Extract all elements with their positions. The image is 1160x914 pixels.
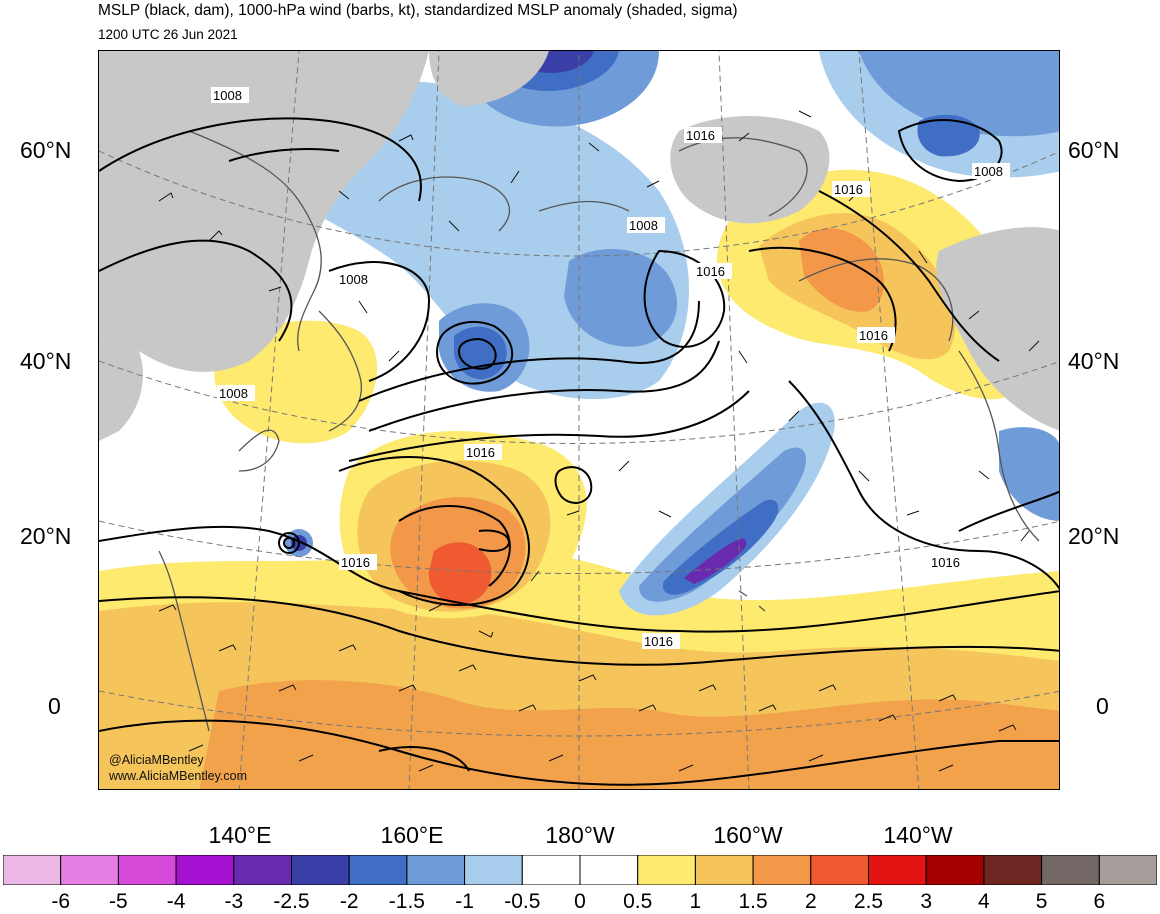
colorbar-tick-label: -2.5 bbox=[273, 890, 310, 913]
colorbar-swatch bbox=[464, 855, 523, 885]
coastlines bbox=[158, 130, 1040, 732]
lat-label-left-20n: 20°N bbox=[20, 523, 72, 549]
colorbar-swatch bbox=[868, 855, 927, 885]
isobar-label: 1016 bbox=[696, 264, 725, 279]
colorbar-swatch bbox=[752, 855, 812, 885]
anomaly-alaska-dark-orange bbox=[799, 228, 884, 312]
colorbar-swatch bbox=[117, 855, 177, 885]
colorbar-swatch bbox=[1098, 855, 1157, 885]
colorbar-tick-label: 2.5 bbox=[853, 890, 884, 913]
colorbar-swatch bbox=[579, 855, 639, 885]
colorbar-swatch bbox=[60, 855, 119, 885]
lat-label-left-0: 0 bbox=[48, 693, 61, 719]
colorbar-swatch bbox=[810, 855, 869, 885]
map-canvas: 1008 1008 1008 1008 1008 1016 1016 1016 … bbox=[99, 51, 1059, 789]
colorbar-swatch bbox=[983, 855, 1043, 885]
anomaly-hawaii-medium-blue bbox=[639, 447, 807, 602]
valid-time: 1200 UTC 26 Jun 2021 bbox=[98, 27, 238, 42]
colorbar bbox=[3, 855, 1157, 885]
colorbar-tick-label: -6 bbox=[51, 890, 71, 913]
colorbar-tick-label: 1.5 bbox=[738, 890, 768, 913]
credit-site: www.AliciaMBentley.com bbox=[109, 769, 248, 783]
lat-label-left-40n: 40°N bbox=[20, 348, 72, 374]
colorbar-swatch bbox=[291, 855, 350, 885]
anomaly-hawaii-navy bbox=[684, 538, 747, 584]
colorbar-tick-label: -3 bbox=[224, 890, 244, 913]
isobar-label: 1016 bbox=[931, 555, 960, 570]
colorbar-tick-label: 0 bbox=[574, 890, 586, 913]
colorbar-tick-label: 0.5 bbox=[623, 890, 653, 913]
colorbar-tick-label: -1.5 bbox=[388, 890, 425, 913]
colorbar-tick-label: -5 bbox=[109, 890, 128, 913]
isobar-label: 1016 bbox=[834, 182, 863, 197]
lat-label-right-60n: 60°N bbox=[1068, 137, 1120, 163]
colorbar-swatch bbox=[233, 855, 293, 885]
colorbar-swatch bbox=[637, 855, 696, 885]
isobars bbox=[99, 117, 1059, 786]
isobar-label: 1016 bbox=[644, 634, 673, 649]
anomaly-central-high-red-orange bbox=[428, 542, 492, 605]
lon-label-160e: 160°E bbox=[380, 822, 444, 848]
isobar-label: 1008 bbox=[219, 386, 248, 401]
colorbar-tick-label: 6 bbox=[1093, 890, 1106, 913]
land-westedge-gray bbox=[99, 341, 143, 441]
colorbar-swatch bbox=[521, 855, 581, 885]
colorbar-tick-label: -1 bbox=[455, 890, 474, 913]
colorbar-swatch bbox=[406, 855, 466, 885]
colorbar-tick-label: 1 bbox=[689, 890, 702, 913]
anomaly-northeast-medium-blue bbox=[859, 51, 1059, 137]
isobar-label: 1008 bbox=[974, 164, 1003, 179]
lat-label-right-20n: 20°N bbox=[1068, 523, 1120, 549]
isobar-labels: 1008 1008 1008 1008 1008 1016 1016 1016 … bbox=[211, 87, 1010, 649]
lon-label-140w: 140°W bbox=[883, 822, 953, 848]
colorbar-swatch bbox=[348, 855, 408, 885]
lat-label-left-60n: 60°N bbox=[20, 137, 72, 163]
lon-label-160w: 160°W bbox=[713, 822, 783, 848]
isobar-label: 1008 bbox=[629, 218, 658, 233]
credit-handle: @AliciaMBentley bbox=[109, 753, 204, 767]
lat-label-right-40n: 40°N bbox=[1068, 348, 1120, 374]
isobar-label: 1016 bbox=[686, 128, 715, 143]
colorbar-swatch bbox=[925, 855, 985, 885]
map-title: MSLP (black, dam), 1000-hPa wind (barbs,… bbox=[98, 2, 738, 19]
colorbar-tick-label: 2 bbox=[804, 890, 817, 913]
colorbar-tick-label: -2 bbox=[339, 890, 359, 913]
isobar-label: 1008 bbox=[213, 88, 242, 103]
anomaly-hawaii-dark-blue bbox=[662, 499, 779, 595]
map-panel: 1008 1008 1008 1008 1008 1016 1016 1016 … bbox=[98, 50, 1060, 790]
colorbar-swatch bbox=[1041, 855, 1100, 885]
colorbar-tick-label: -4 bbox=[166, 890, 186, 913]
colorbar-tick-label: -0.5 bbox=[504, 890, 541, 913]
lat-label-right-0: 0 bbox=[1096, 693, 1109, 719]
land-northamerica-gray bbox=[936, 227, 1059, 431]
colorbar-swatch bbox=[3, 855, 62, 885]
isobar-label: 1016 bbox=[466, 445, 495, 460]
lon-label-140e: 140°E bbox=[208, 822, 272, 848]
isobar-label: 1016 bbox=[341, 555, 370, 570]
colorbar-swatch bbox=[175, 855, 235, 885]
land-north-gray bbox=[429, 51, 549, 106]
colorbar-swatch bbox=[694, 855, 754, 885]
land-asia-gray bbox=[99, 51, 429, 372]
graticule bbox=[99, 51, 1059, 789]
isobar-label: 1008 bbox=[339, 272, 368, 287]
lon-label-180w: 180°W bbox=[545, 822, 615, 848]
colorbar-tick-label: 3 bbox=[920, 890, 933, 913]
colorbar-tick-label: 5 bbox=[1035, 890, 1048, 913]
anomaly-northeast-dark-blue bbox=[917, 114, 980, 157]
colorbar-tick-label: 4 bbox=[978, 890, 990, 913]
isobar-label: 1016 bbox=[859, 328, 888, 343]
